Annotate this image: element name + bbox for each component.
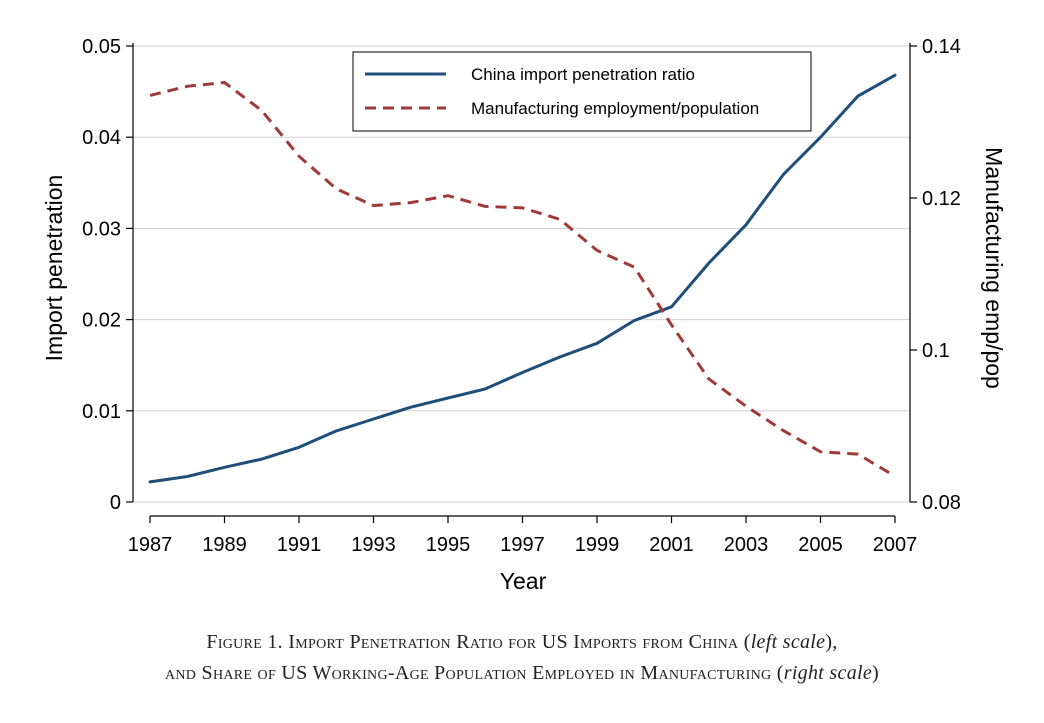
left-tick-label: 0 [110,492,121,514]
legend: China import penetration ratio Manufactur… [352,51,812,132]
x-tick-label: 1993 [351,534,396,556]
figure-caption: Figure 1. Import Penetration Ratio for U… [0,627,1044,689]
x-tick-label: 2001 [649,534,694,556]
x-tick-label: 1999 [575,534,620,556]
right-tick-label: 0.12 [922,188,961,210]
right-axis-title: Manufacturing emp/pop [981,147,1007,389]
series-lines [148,73,897,484]
left-tick-label: 0.03 [82,218,121,240]
x-axis-title: Year [500,568,547,594]
x-tick-label: 2005 [798,534,843,556]
left-tick-label: 0.02 [82,310,121,332]
x-tick-label: 1995 [426,534,471,556]
caption-line-1-italic: left scale [750,631,826,653]
caption-line-2-italic: right scale [783,662,873,684]
dual-axis-line-chart: 0 0.01 0.02 0.03 0.04 0.05 0.08 0.1 0.12 0.14 1987… [41,36,1007,594]
left-axis-title: Import penetration [41,175,67,362]
left-tick-label: 0.01 [82,401,121,423]
x-tick-label: 2007 [873,534,918,556]
x-tick-label: 1997 [500,534,545,556]
series-line-1 [148,73,897,484]
caption-line-2-suffix: ) [872,662,879,684]
x-tick-label: 1989 [202,534,247,556]
gridlines [133,45,910,503]
caption-line-2: and Share of US Working-Age Population E… [0,658,1044,689]
axes: 0 0.01 0.02 0.03 0.04 0.05 0.08 0.1 0.12 0.14 1987… [82,36,961,556]
x-tick-label: 2003 [724,534,769,556]
legend-box [352,51,812,132]
caption-line-1-prefix: Figure 1. Import Penetration Ratio for U… [206,631,751,653]
caption-line-1: Figure 1. Import Penetration Ratio for U… [0,627,1044,658]
caption-line-1-suffix: ), [825,631,838,653]
right-tick-label: 0.08 [922,492,961,514]
left-tick-label: 0.05 [82,36,121,58]
series-line-2 [149,81,896,478]
right-tick-label: 0.14 [922,36,961,58]
left-tick-label: 0.04 [82,127,121,149]
x-tick-label: 1991 [277,534,322,556]
x-tick-label: 1987 [128,534,173,556]
caption-line-2-prefix: and Share of US Working-Age Population E… [164,662,784,684]
legend-label-1: China import penetration ratio [471,65,695,84]
legend-label-2: Manufacturing employment/population [471,99,759,118]
right-tick-label: 0.1 [922,340,950,362]
